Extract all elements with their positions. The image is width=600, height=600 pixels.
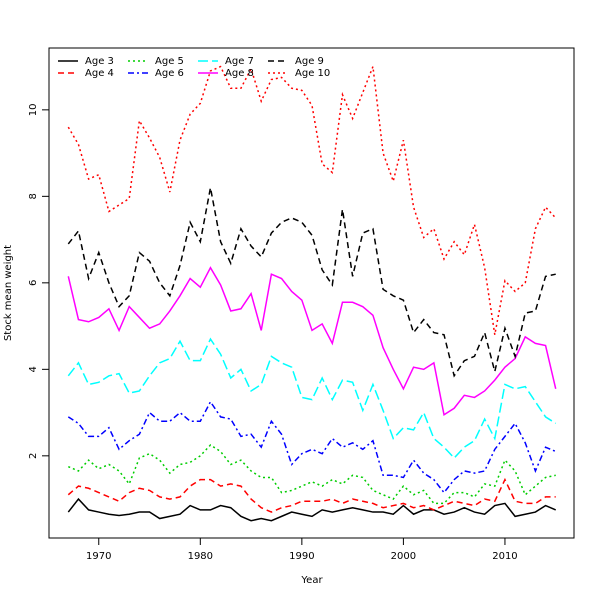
x-tick-label: 1970	[86, 551, 111, 562]
y-tick-label: 2	[28, 453, 39, 459]
y-axis-label: Stock mean weight	[3, 245, 14, 341]
legend-label: Age 4	[85, 68, 114, 79]
y-tick-label: 10	[28, 103, 39, 116]
legend-label: Age 10	[295, 68, 330, 79]
y-tick-label: 6	[28, 280, 39, 286]
plot-frame	[48, 47, 575, 539]
series-line	[67, 266, 557, 416]
x-tick-label: 2000	[391, 551, 416, 562]
legend-label: Age 7	[225, 56, 254, 67]
y-tick-label: 8	[28, 193, 39, 199]
y-tick-label: 4	[28, 366, 39, 372]
series-line	[67, 337, 557, 460]
x-tick-label: 1980	[188, 551, 213, 562]
series-line	[67, 400, 557, 494]
x-tick-label: 2010	[492, 551, 517, 562]
series-line	[67, 65, 557, 335]
legend-label: Age 3	[85, 56, 114, 67]
legend-label: Age 9	[295, 56, 324, 67]
series-line	[68, 444, 556, 505]
series-line	[67, 497, 557, 522]
series-line	[67, 477, 556, 513]
legend-label: Age 5	[155, 56, 184, 67]
x-tick-label: 1990	[289, 551, 314, 562]
series-line	[67, 187, 556, 378]
legend-label: Age 6	[155, 68, 184, 79]
legend-label: Age 8	[225, 68, 254, 79]
x-axis-label: Year	[300, 575, 323, 586]
